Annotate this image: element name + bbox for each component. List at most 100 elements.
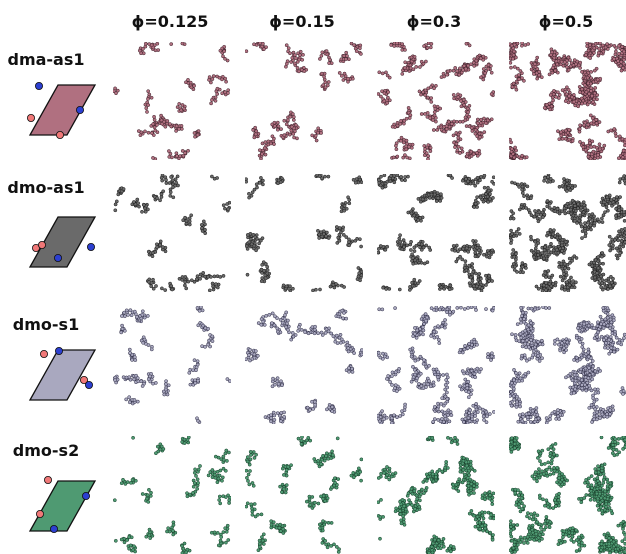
particle: [161, 179, 164, 182]
particle: [410, 146, 413, 149]
particle: [518, 232, 521, 235]
particle: [556, 207, 559, 210]
red-patch-icon: [38, 241, 45, 248]
particle: [180, 109, 183, 112]
particle: [536, 56, 539, 59]
particle: [285, 311, 288, 314]
particle: [602, 214, 605, 217]
particle: [435, 368, 438, 371]
particle: [519, 405, 522, 408]
particle: [221, 55, 224, 58]
particle: [407, 211, 410, 214]
particle: [317, 332, 320, 335]
particle: [564, 212, 567, 215]
particle: [445, 373, 448, 376]
particle: [452, 93, 455, 96]
particle: [347, 238, 350, 241]
particle: [438, 308, 441, 311]
particle: [584, 54, 587, 57]
particle: [121, 478, 124, 481]
particle: [611, 238, 614, 241]
particle: [549, 242, 552, 245]
particle: [453, 146, 456, 149]
particle: [318, 288, 321, 291]
particle: [512, 368, 515, 371]
particle: [347, 350, 350, 353]
particle: [323, 78, 326, 81]
particle: [382, 286, 385, 289]
particle: [484, 308, 487, 311]
particle: [303, 331, 306, 334]
particle: [617, 157, 620, 160]
particle: [152, 123, 155, 126]
particle: [548, 418, 551, 421]
particle: [588, 217, 591, 220]
particle: [565, 93, 568, 96]
particle: [517, 73, 520, 76]
particle: [290, 125, 293, 128]
particle: [411, 365, 414, 368]
particle: [219, 539, 222, 542]
particle: [413, 246, 416, 249]
particle: [122, 187, 125, 190]
particle: [133, 398, 136, 401]
particle: [620, 228, 623, 231]
particle: [436, 376, 439, 379]
rhombus-body: [30, 85, 95, 135]
particle: [321, 529, 324, 532]
particle: [520, 306, 523, 309]
particle: [260, 323, 263, 326]
particle: [544, 272, 547, 275]
particle: [248, 483, 251, 486]
particle: [585, 389, 588, 392]
particle: [550, 48, 553, 51]
particle: [542, 306, 545, 309]
particle: [250, 503, 253, 506]
particle: [150, 96, 153, 99]
particle: [272, 411, 275, 414]
particle: [297, 326, 300, 329]
particle: [596, 321, 599, 324]
particle: [555, 248, 558, 251]
particle: [463, 307, 466, 310]
particle: [527, 42, 530, 45]
particle: [142, 203, 145, 206]
particle: [530, 238, 533, 241]
particle: [301, 58, 304, 61]
particle: [342, 233, 345, 236]
particle: [255, 183, 258, 186]
particle: [332, 335, 335, 338]
particle: [210, 175, 213, 178]
particle: [432, 384, 435, 387]
particle: [210, 102, 213, 105]
red-patch-icon: [36, 510, 43, 517]
particle: [170, 43, 173, 46]
particle: [591, 264, 594, 267]
particle: [565, 189, 568, 192]
particle: [167, 150, 170, 153]
particle: [433, 193, 436, 196]
particle: [156, 197, 159, 200]
particle: [141, 313, 144, 316]
particle: [589, 57, 592, 60]
particle: [554, 69, 557, 72]
particle: [595, 98, 598, 101]
particle: [132, 548, 135, 551]
particle: [212, 75, 215, 78]
particle: [601, 279, 604, 282]
particle: [279, 420, 282, 423]
particle: [154, 381, 157, 384]
particle: [203, 228, 206, 231]
particle: [410, 56, 413, 59]
particle: [468, 411, 471, 414]
particle: [587, 221, 590, 224]
particle: [355, 50, 358, 53]
particle: [287, 47, 290, 50]
particle: [541, 357, 544, 360]
particle: [152, 287, 155, 290]
particle: [266, 269, 269, 272]
particle: [249, 453, 252, 456]
particle: [553, 206, 556, 209]
particle: [245, 50, 248, 53]
particle: [160, 119, 163, 122]
